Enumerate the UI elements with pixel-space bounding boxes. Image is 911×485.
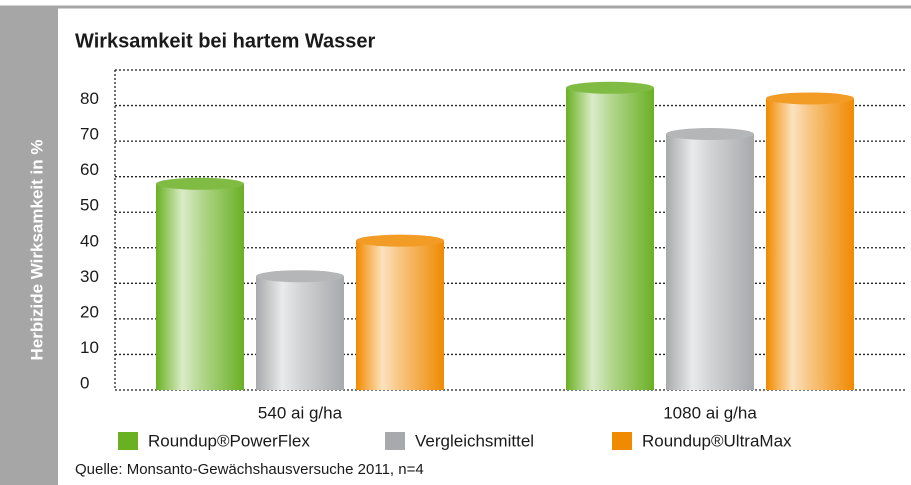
x-tick-label: 540 ai g/ha xyxy=(258,403,343,422)
bar xyxy=(566,87,654,391)
legend-label: Roundup®PowerFlex xyxy=(148,431,310,450)
bar xyxy=(256,276,344,390)
bar-top xyxy=(156,177,244,190)
y-tick-label: 70 xyxy=(80,125,99,144)
bar xyxy=(356,240,444,390)
bar xyxy=(766,98,854,390)
y-tick-label: 20 xyxy=(80,302,99,321)
y-tick-label: 50 xyxy=(80,196,99,215)
y-axis-band xyxy=(0,7,58,485)
bar xyxy=(156,183,244,390)
chart-title: Wirksamkeit bei hartem Wasser xyxy=(75,30,376,52)
bar-top xyxy=(766,92,854,105)
bar-top xyxy=(256,270,344,283)
y-tick-label: 10 xyxy=(80,338,99,357)
y-tick-label: 0 xyxy=(80,373,89,392)
legend-label: Roundup®UltraMax xyxy=(642,431,792,450)
y-tick-label: 60 xyxy=(80,160,99,179)
source-note: Quelle: Monsanto-Gewächshausversuche 201… xyxy=(75,461,424,478)
bar-top xyxy=(566,81,654,94)
legend-label: Vergleichsmittel xyxy=(415,431,534,450)
bar-top xyxy=(666,128,754,140)
legend-swatch xyxy=(612,432,632,450)
y-tick-label: 30 xyxy=(80,267,99,286)
bar-top xyxy=(356,234,444,247)
y-tick-label: 80 xyxy=(80,89,99,108)
legend-swatch xyxy=(118,432,138,450)
bar xyxy=(666,134,754,390)
legend-swatch xyxy=(385,432,405,450)
y-axis-label: Herbizide Wirksamkeit in % xyxy=(27,140,46,361)
y-tick-label: 40 xyxy=(80,231,99,250)
x-tick-label: 1080 ai g/ha xyxy=(663,403,757,422)
